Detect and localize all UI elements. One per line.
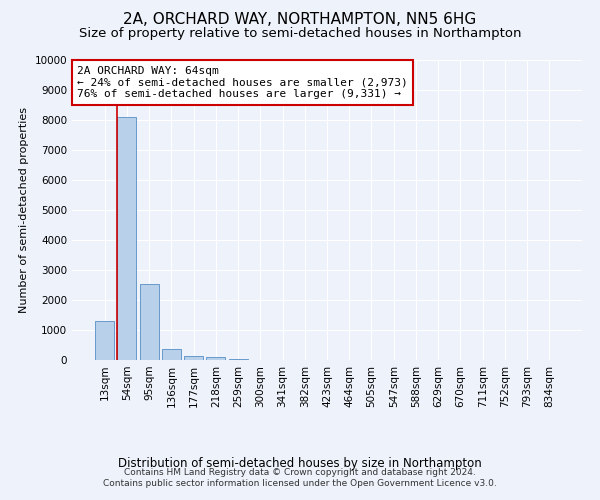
Text: 2A ORCHARD WAY: 64sqm
← 24% of semi-detached houses are smaller (2,973)
76% of s: 2A ORCHARD WAY: 64sqm ← 24% of semi-deta… <box>77 66 408 99</box>
Bar <box>184 356 203 360</box>
Bar <box>162 348 181 360</box>
Bar <box>118 117 136 360</box>
Bar <box>95 321 114 360</box>
Bar <box>140 284 158 360</box>
Y-axis label: Number of semi-detached properties: Number of semi-detached properties <box>19 107 29 313</box>
Text: Size of property relative to semi-detached houses in Northampton: Size of property relative to semi-detach… <box>79 28 521 40</box>
Bar <box>206 357 225 360</box>
Text: Contains HM Land Registry data © Crown copyright and database right 2024.
Contai: Contains HM Land Registry data © Crown c… <box>103 468 497 487</box>
Bar <box>229 359 248 360</box>
Text: Distribution of semi-detached houses by size in Northampton: Distribution of semi-detached houses by … <box>118 458 482 470</box>
Text: 2A, ORCHARD WAY, NORTHAMPTON, NN5 6HG: 2A, ORCHARD WAY, NORTHAMPTON, NN5 6HG <box>124 12 476 28</box>
